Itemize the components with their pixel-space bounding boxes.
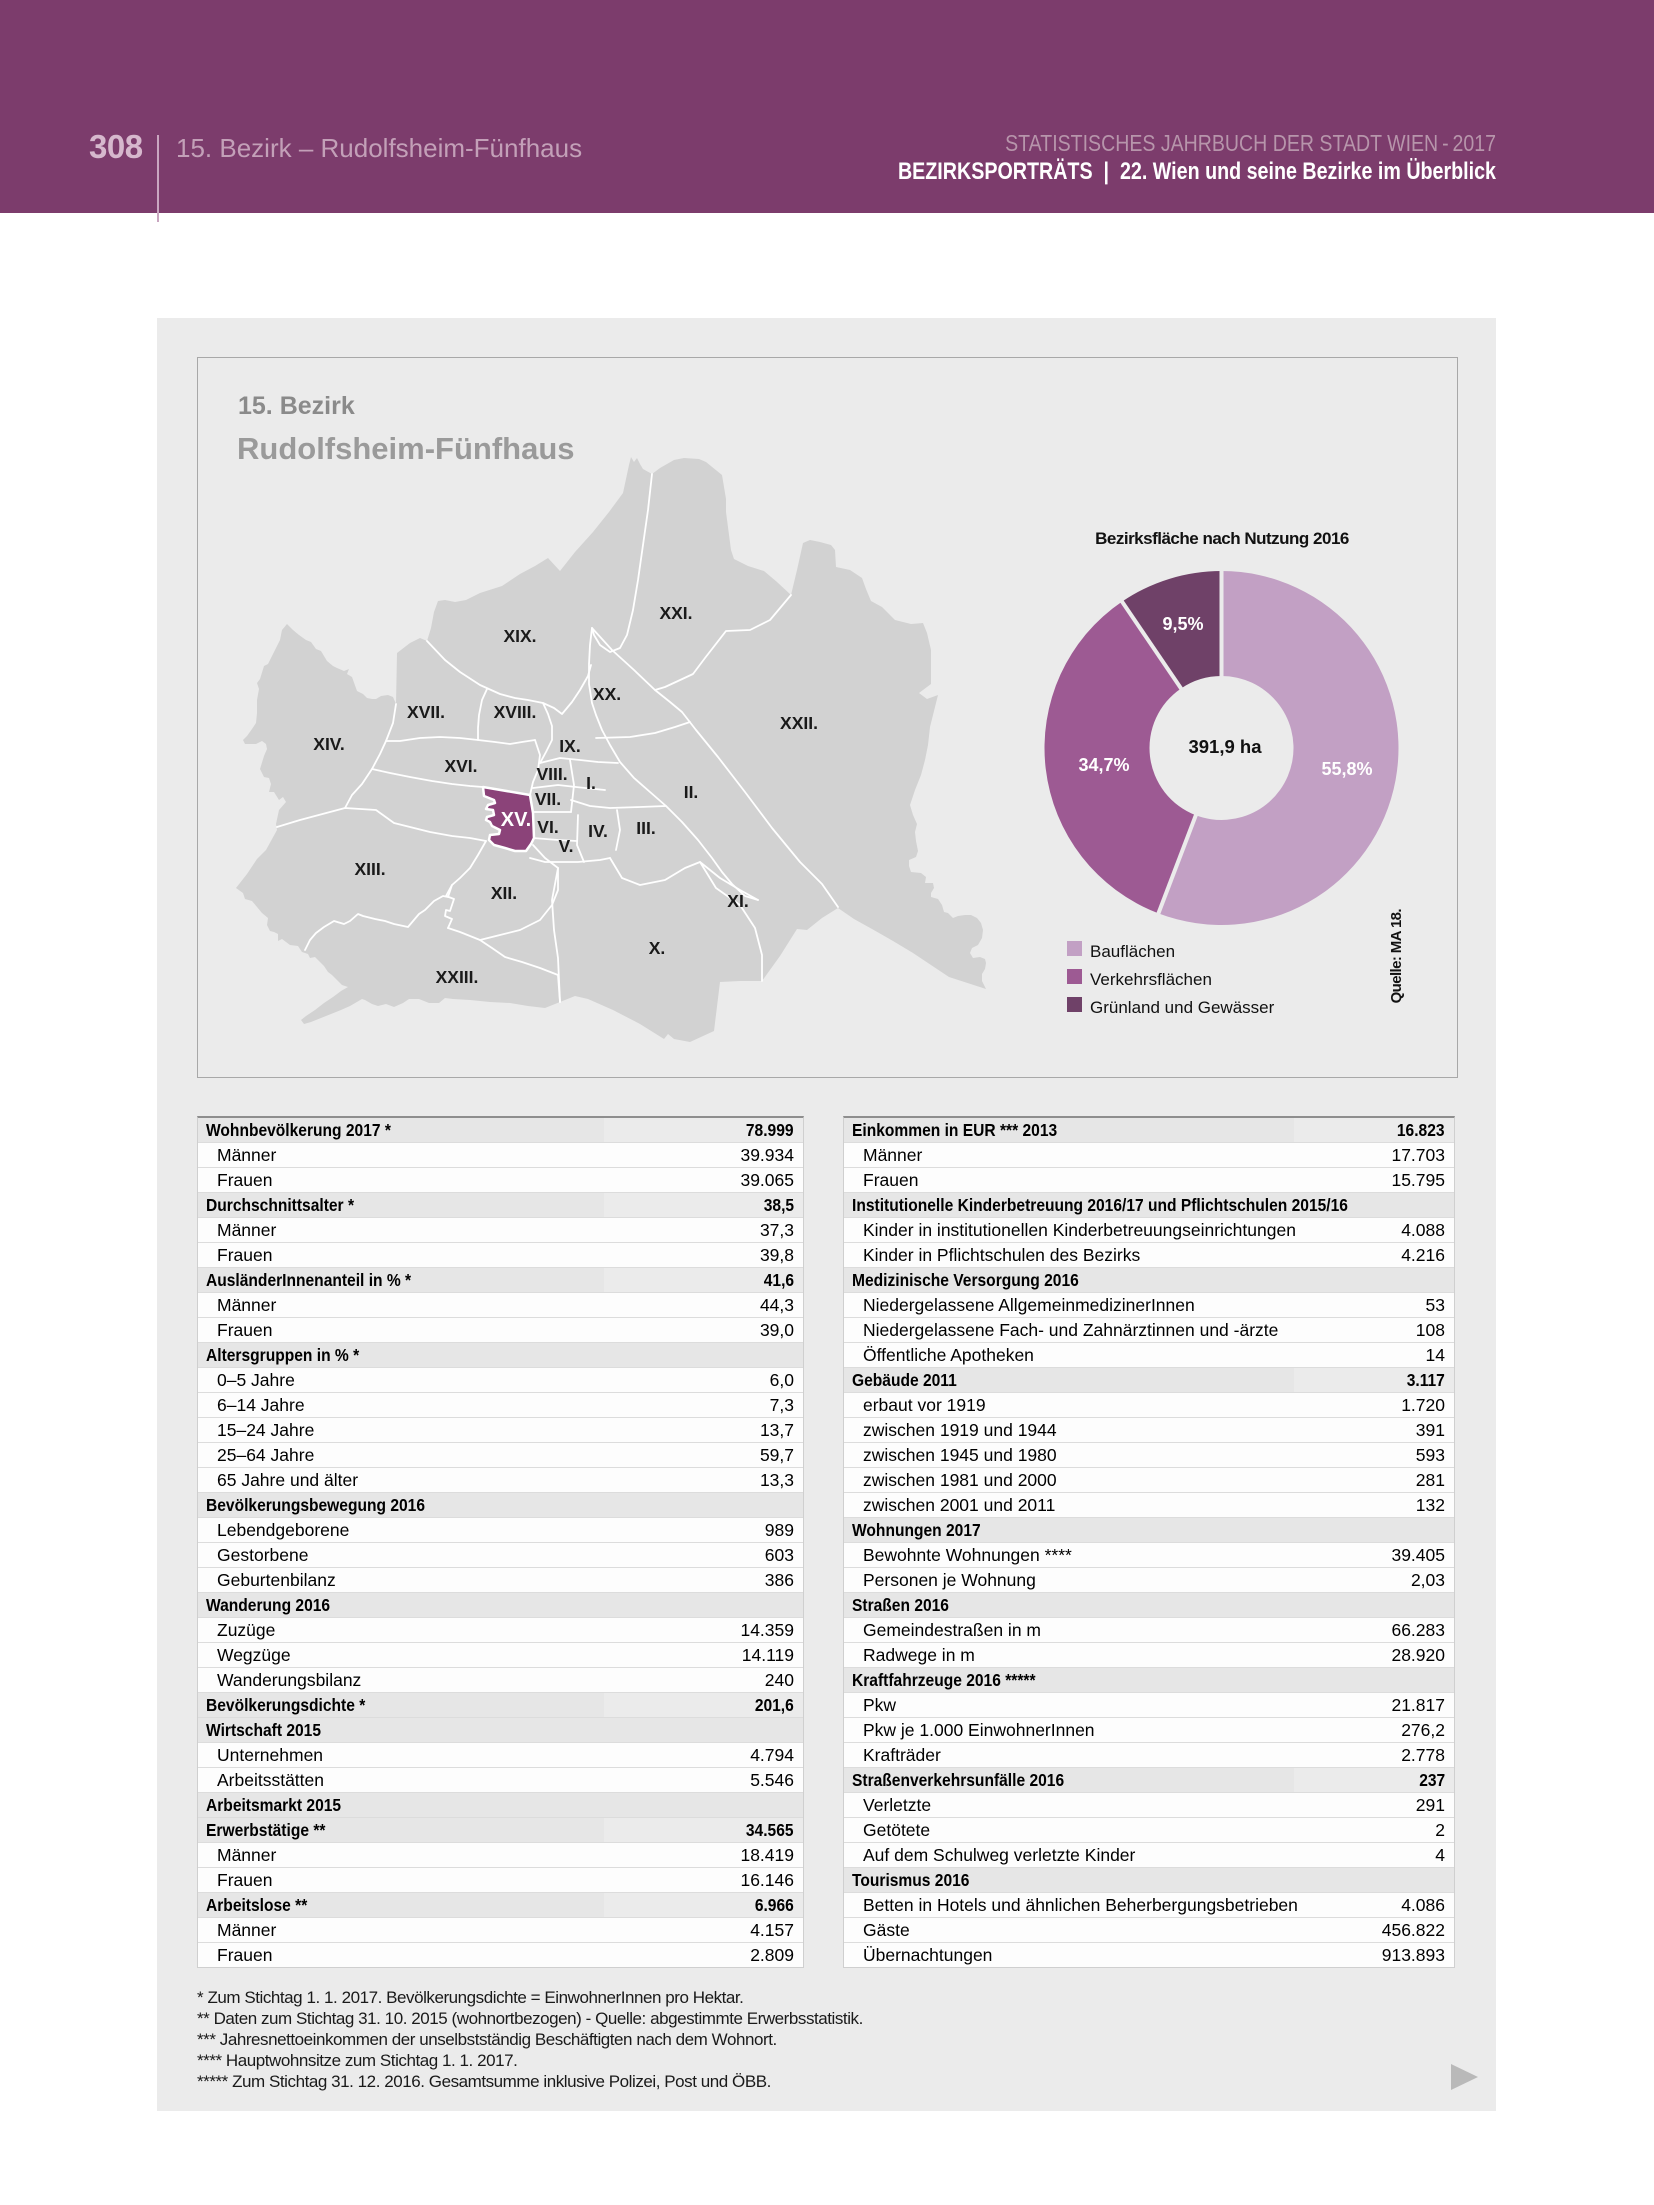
svg-text:XIV.: XIV. — [313, 734, 344, 754]
svg-text:I.: I. — [586, 773, 596, 793]
svg-text:V.: V. — [559, 836, 574, 856]
svg-text:XI.: XI. — [727, 891, 748, 911]
svg-text:XVIII.: XVIII. — [494, 702, 537, 722]
svg-text:XVII.: XVII. — [407, 702, 445, 722]
svg-text:XIII.: XIII. — [354, 859, 385, 879]
svg-text:XIX.: XIX. — [503, 626, 536, 646]
svg-text:VI.: VI. — [537, 817, 558, 837]
svg-text:VIII.: VIII. — [536, 764, 567, 784]
svg-text:III.: III. — [636, 818, 655, 838]
svg-text:IX.: IX. — [559, 736, 580, 756]
svg-text:II.: II. — [684, 782, 699, 802]
svg-text:IV.: IV. — [588, 821, 608, 841]
svg-text:XXI.: XXI. — [659, 603, 692, 623]
svg-text:XII.: XII. — [491, 883, 517, 903]
svg-text:XVI.: XVI. — [444, 756, 477, 776]
svg-text:XV.: XV. — [501, 809, 531, 831]
svg-text:XX.: XX. — [593, 684, 621, 704]
svg-text:XXII.: XXII. — [780, 713, 818, 733]
svg-text:XXIII.: XXIII. — [436, 967, 479, 987]
svg-text:X.: X. — [649, 938, 666, 958]
svg-text:VII.: VII. — [535, 789, 561, 809]
